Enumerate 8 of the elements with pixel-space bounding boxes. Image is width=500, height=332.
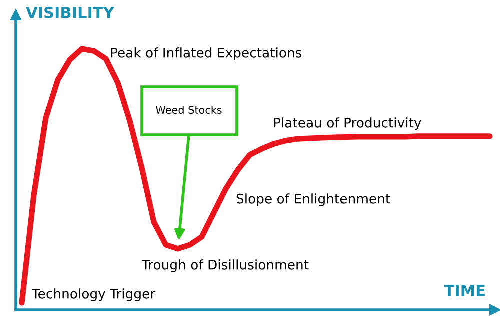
y-axis-title: VISIBILITY (26, 6, 115, 18)
annotation: Slope of Enlightenment (236, 194, 390, 206)
x-axis-title: TIME (444, 285, 485, 296)
annotation: Weed Stocks (156, 106, 222, 114)
annotation: Technology Trigger (32, 288, 156, 302)
annotation: Peak of Inflated Expectations (111, 48, 302, 60)
annotation: Trough of Disillusionment (142, 260, 309, 272)
annotation: Plateau of Productivity (274, 118, 422, 130)
